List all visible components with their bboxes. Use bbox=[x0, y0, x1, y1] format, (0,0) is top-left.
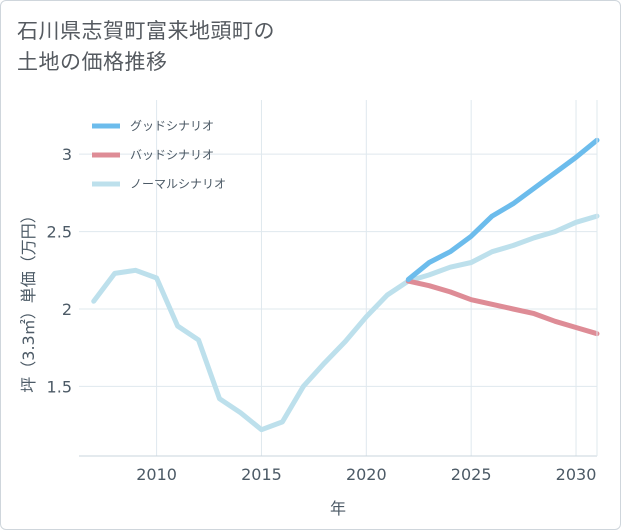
legend-label-bad[interactable]: バッドシナリオ bbox=[130, 148, 214, 162]
x-tick-label: 2020 bbox=[346, 465, 387, 484]
x-tick-label: 2030 bbox=[556, 465, 597, 484]
y-tick-label: 3 bbox=[62, 145, 72, 164]
grid bbox=[79, 100, 597, 456]
x-axis-title: 年 bbox=[330, 499, 346, 518]
series-line-normal bbox=[91, 213, 600, 433]
y-axis-title: 坪（3.3㎡）単価（万円） bbox=[19, 207, 38, 392]
series-line-bad bbox=[405, 278, 600, 337]
x-tick-label: 2015 bbox=[241, 465, 282, 484]
chart-title-line-1: 石川県志賀町富来地頭町の bbox=[17, 19, 275, 43]
y-tick-label: 1.5 bbox=[47, 377, 72, 396]
chart-title: 石川県志賀町富来地頭町の 土地の価格推移 bbox=[17, 16, 437, 78]
series-line-good bbox=[405, 137, 600, 282]
x-tick-label: 2025 bbox=[451, 465, 492, 484]
legend-label-good[interactable]: グッドシナリオ bbox=[130, 119, 214, 133]
chart-title-line-2: 土地の価格推移 bbox=[17, 50, 168, 74]
x-tick-label: 2010 bbox=[136, 465, 177, 484]
series-lines bbox=[91, 137, 600, 433]
y-tick-label: 2 bbox=[62, 300, 72, 319]
legend-label-normal[interactable]: ノーマルシナリオ bbox=[130, 177, 226, 191]
axes: 2010 2015 2020 2025 2030 1.5 2 2.5 3 bbox=[47, 100, 598, 484]
y-tick-label: 2.5 bbox=[47, 223, 72, 242]
